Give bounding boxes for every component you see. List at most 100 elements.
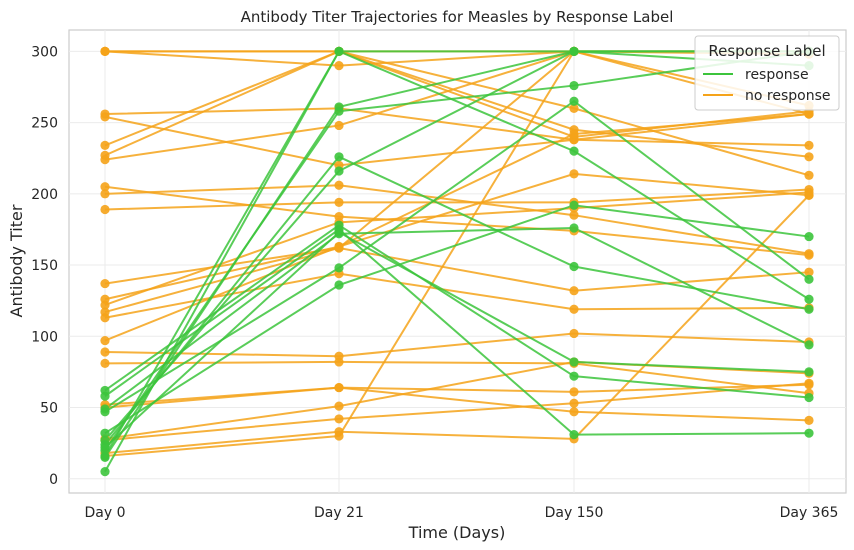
series-line-no-response: [104, 50, 810, 161]
data-point-no-response: [334, 382, 344, 393]
series-line-no-response: [104, 172, 810, 301]
data-point-response: [334, 263, 344, 273]
data-point-no-response: [100, 112, 110, 122]
series-line-no-response: [104, 50, 810, 457]
data-point-no-response: [100, 313, 110, 323]
y-axis-title: Antibody Titer: [7, 204, 26, 317]
data-point-response: [804, 294, 814, 304]
series-line-no-response: [104, 272, 810, 319]
data-point-no-response: [804, 267, 814, 277]
data-point-no-response: [334, 357, 344, 367]
data-point-response: [804, 428, 814, 438]
data-points: [100, 46, 814, 477]
data-point-no-response: [569, 328, 579, 339]
data-point-no-response: [804, 415, 814, 425]
x-tick-label: Day 21: [314, 505, 364, 521]
data-point-response: [569, 200, 579, 210]
series-line-no-response: [104, 382, 810, 442]
series-line-no-response: [104, 360, 810, 395]
data-point-no-response: [569, 398, 579, 408]
x-tick-label: Day 150: [545, 505, 604, 521]
data-point-no-response: [334, 414, 344, 424]
y-tick-label: 100: [31, 329, 58, 345]
chart-title: Antibody Titer Trajectories for Measles …: [241, 8, 674, 26]
data-point-response: [569, 371, 579, 381]
data-point-no-response: [334, 180, 344, 190]
data-point-no-response: [100, 204, 110, 215]
series-line-response: [104, 50, 809, 441]
data-point-response: [100, 467, 110, 477]
data-point-response: [569, 357, 579, 367]
data-point-no-response: [334, 431, 344, 441]
y-tick-label: 200: [31, 187, 58, 203]
data-point-no-response: [334, 61, 344, 71]
data-point-no-response: [569, 169, 579, 179]
y-tick-label: 50: [40, 401, 58, 417]
data-point-no-response: [804, 140, 814, 150]
legend-label-response: response: [745, 67, 809, 83]
series-line-response: [104, 228, 810, 436]
data-point-no-response: [100, 347, 110, 357]
x-tick-label: Day 0: [84, 505, 125, 521]
x-tick-label: Day 365: [780, 505, 839, 521]
data-point-response: [334, 152, 344, 162]
legend: Response Label response no response: [694, 35, 840, 111]
data-point-response: [100, 404, 110, 414]
data-point-no-response: [804, 152, 814, 162]
series-line-response: [104, 231, 810, 449]
legend-title: Response Label: [708, 42, 825, 60]
data-point-response: [804, 231, 814, 242]
y-tick-labels: 0 50 100 150 200 250 300: [31, 44, 58, 487]
series-line-no-response: [104, 185, 810, 257]
data-point-response: [100, 442, 110, 453]
data-point-response: [100, 385, 110, 396]
data-point-no-response: [569, 210, 579, 220]
data-point-no-response: [100, 155, 110, 165]
data-point-response: [334, 46, 344, 56]
series-line-response: [104, 155, 810, 446]
legend-label-no-response: no response: [745, 88, 830, 104]
data-point-no-response: [569, 407, 579, 417]
data-point-response: [804, 340, 814, 350]
y-tick-label: 300: [31, 44, 58, 60]
data-point-no-response: [334, 197, 344, 207]
series-line-response: [104, 227, 810, 410]
data-point-no-response: [334, 120, 344, 131]
data-point-response: [334, 227, 344, 237]
series-line-response: [104, 204, 810, 435]
series-line-no-response: [104, 191, 810, 306]
x-axis-title: Time (Days): [408, 523, 506, 542]
data-point-no-response: [804, 170, 814, 180]
series-line-no-response: [104, 184, 810, 255]
data-point-response: [569, 429, 579, 440]
data-point-response: [100, 435, 110, 445]
y-tick-label: 250: [31, 116, 58, 132]
data-point-response: [804, 304, 814, 314]
data-point-response: [569, 261, 579, 272]
data-point-no-response: [569, 304, 579, 314]
data-point-no-response: [100, 358, 110, 368]
data-point-response: [569, 80, 579, 91]
data-point-response: [100, 428, 110, 438]
data-point-no-response: [100, 46, 110, 56]
legend-box: [694, 35, 840, 111]
data-point-response: [569, 146, 579, 156]
data-point-response: [100, 451, 110, 461]
series-line-no-response: [104, 50, 810, 158]
data-point-no-response: [569, 387, 579, 397]
data-point-response: [804, 367, 814, 377]
data-point-no-response: [804, 378, 814, 388]
data-point-no-response: [569, 103, 579, 113]
series-line-no-response: [104, 50, 810, 67]
data-point-no-response: [804, 249, 814, 259]
series-line-no-response: [104, 113, 810, 167]
series-line-no-response: [104, 188, 810, 211]
series-line-response: [104, 50, 810, 451]
series-line-no-response: [104, 332, 810, 358]
data-point-response: [569, 46, 579, 56]
series-line-response: [104, 223, 810, 399]
x-tick-labels: Day 0 Day 21 Day 150 Day 365: [84, 505, 838, 521]
data-point-no-response: [804, 109, 814, 119]
series-line-no-response: [104, 113, 810, 342]
